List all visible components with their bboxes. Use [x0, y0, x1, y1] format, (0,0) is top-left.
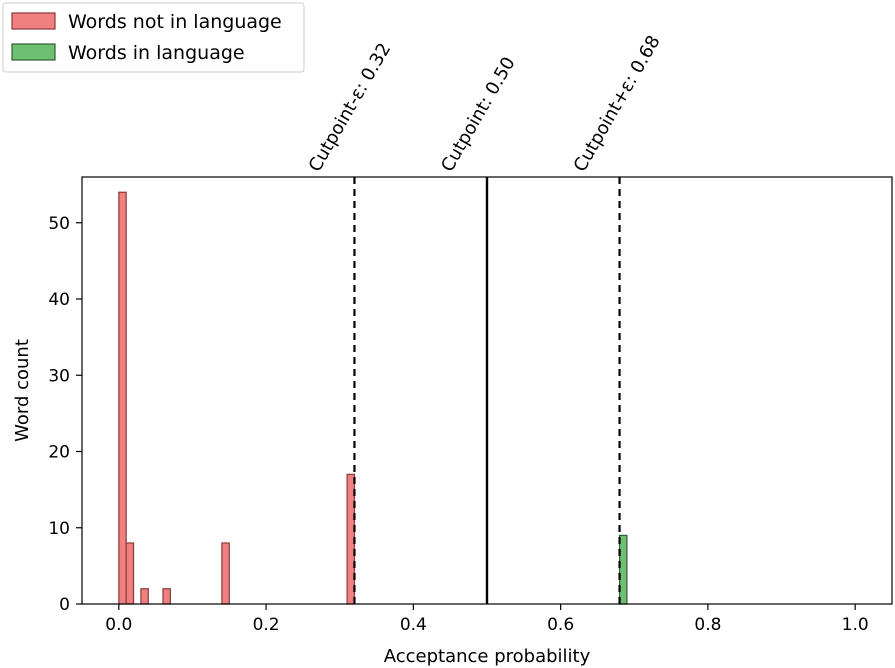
y-axis-ticks: 0 10 20 30 40 50 — [48, 214, 82, 615]
reference-line-label-1: Cutpoint: 0.50 — [437, 53, 520, 175]
reference-line-label-0: Cutpoint-ε: 0.32 — [305, 39, 396, 175]
x-axis-ticks: 0.0 0.2 0.4 0.6 0.8 1.0 — [105, 604, 869, 635]
x-tick-label-4: 0.8 — [694, 615, 721, 635]
reference-lines-layer — [353, 177, 621, 604]
bar-not-in-language-2 — [140, 588, 149, 605]
x-tick-label-0: 0.0 — [105, 615, 132, 635]
y-tick-label-4: 40 — [48, 290, 70, 310]
x-tick-label-1: 0.2 — [253, 615, 280, 635]
y-tick-label-2: 20 — [48, 443, 70, 463]
bar-not-in-language-1 — [125, 542, 135, 605]
legend-label-not-in-language: Words not in language — [68, 11, 282, 33]
legend-swatch-not-in-language — [11, 12, 56, 30]
bar-not-in-language-0 — [118, 191, 127, 605]
bar-not-in-language-4 — [221, 542, 230, 605]
y-tick-label-1: 10 — [48, 519, 70, 539]
y-tick-label-5: 50 — [48, 214, 70, 234]
plot-frame — [81, 176, 893, 605]
bar-in-language-0 — [618, 534, 628, 605]
y-tick-label-0: 0 — [59, 595, 70, 615]
y-axis-label: Word count — [12, 339, 33, 442]
legend-label-in-language: Words in language — [68, 42, 245, 64]
y-tick-label-3: 30 — [48, 366, 70, 386]
bar-not-in-language-5 — [346, 473, 356, 605]
x-tick-label-3: 0.6 — [547, 615, 574, 635]
x-tick-label-5: 1.0 — [842, 615, 869, 635]
bars-layer — [118, 191, 628, 605]
legend-swatch-in-language — [11, 43, 56, 61]
reference-line-label-2: Cutpoint+ε: 0.68 — [570, 32, 665, 176]
x-tick-label-2: 0.4 — [400, 615, 427, 635]
legend: Words not in language Words in language — [2, 2, 305, 73]
legend-box — [2, 2, 305, 73]
bar-not-in-language-3 — [162, 588, 171, 605]
x-axis-label: Acceptance probability — [384, 646, 591, 667]
reference-line-labels: Cutpoint-ε: 0.32 Cutpoint: 0.50 Cutpoint+ε… — [305, 32, 665, 176]
